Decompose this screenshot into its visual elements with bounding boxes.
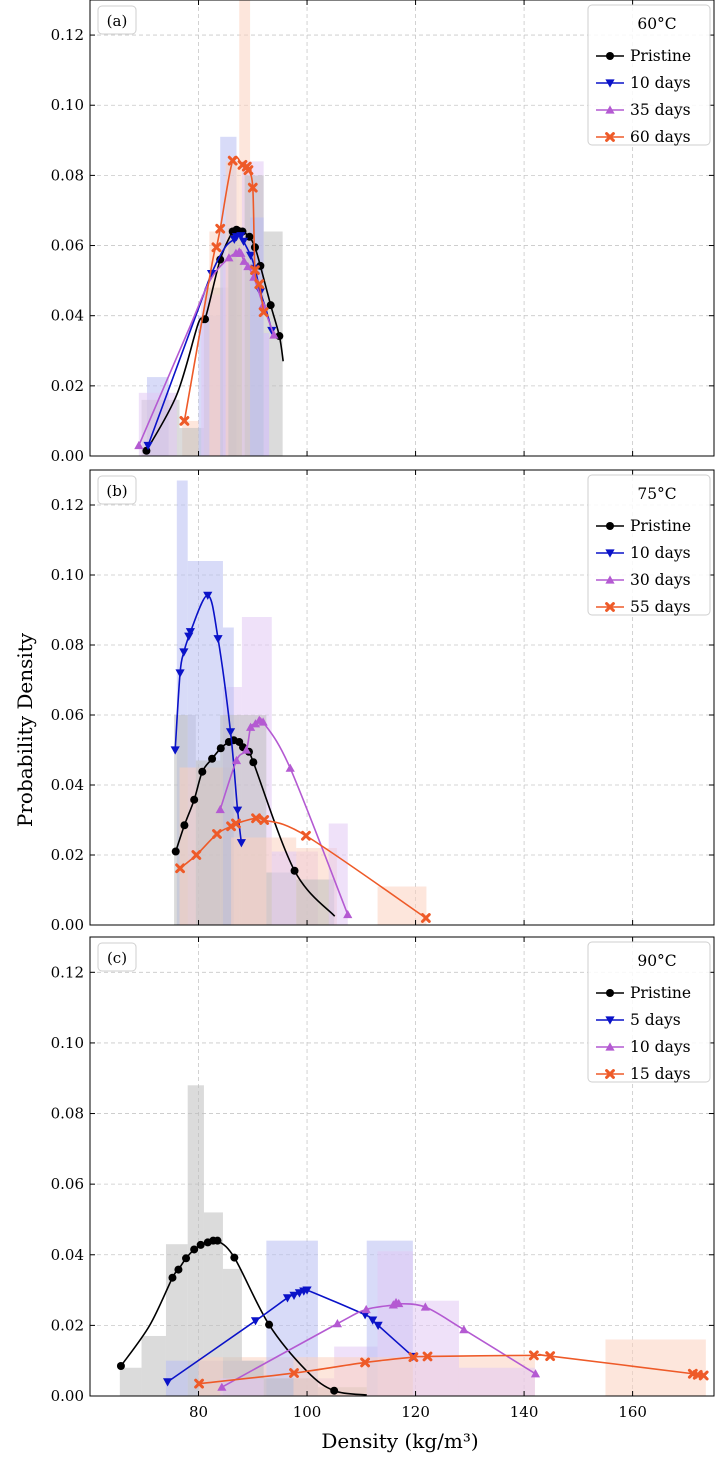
data-point (117, 1362, 125, 1370)
data-point (303, 832, 310, 839)
y-tick-label: 0.06 (51, 706, 84, 724)
legend-title: 90°C (637, 952, 676, 970)
legend-entry: 55 days (630, 598, 691, 616)
x-axis-title: Density (kg/m³) (321, 1429, 478, 1453)
data-point (172, 848, 180, 856)
x-tick-label: 80 (189, 1403, 208, 1421)
data-point (330, 1387, 338, 1395)
data-point (265, 1321, 273, 1329)
x-tick-label: 140 (510, 1403, 539, 1421)
y-tick-label: 0.02 (51, 377, 84, 395)
histogram-bar (120, 1368, 142, 1396)
y-tick-label: 0.10 (51, 566, 84, 584)
legend-title: 75°C (637, 485, 676, 503)
y-tick-label: 0.00 (51, 447, 84, 465)
y-tick-label: 0.12 (51, 963, 84, 981)
panel-3: 0.00 0.02 0.04 0.06 0.08 0.10 0.12 80 100 120 140 1… (51, 937, 714, 1421)
legend-entry: Pristine (630, 47, 691, 65)
y-tick-label: 0.12 (51, 26, 84, 44)
panel-label: (a) (98, 6, 136, 34)
histogram-bar (378, 887, 427, 926)
y-tick-label: 0.08 (51, 636, 84, 654)
histogram-bar (142, 1336, 166, 1396)
histogram-bar (459, 1368, 535, 1396)
data-point (230, 1254, 238, 1262)
data-point (217, 744, 225, 752)
legend-marker (606, 989, 614, 997)
y-tick-label: 0.10 (51, 1034, 84, 1052)
panel-label-text: (c) (107, 949, 127, 967)
data-point (249, 758, 257, 766)
data-point (333, 1319, 342, 1327)
data-point (208, 755, 216, 763)
y-tick-label: 0.08 (51, 1105, 84, 1123)
histogram-bar (296, 880, 334, 926)
panel-1: 0.00 0.02 0.04 0.06 0.08 0.10 0.12 (a) 60°C Prist… (51, 0, 714, 465)
histogram-bar (413, 1301, 459, 1396)
legend: 75°C Pristine 10 days 30 days 55 days (588, 475, 710, 616)
legend-entry: Pristine (630, 517, 691, 535)
legend: 60°C Pristine 10 days 35 days 60 days (588, 5, 710, 146)
y-tick-label: 0.00 (51, 916, 84, 934)
histogram-bar (605, 1340, 705, 1396)
data-point (459, 1325, 468, 1333)
y-tick-label: 0.06 (51, 1175, 84, 1193)
data-point (286, 764, 295, 772)
x-tick-label: 160 (618, 1403, 647, 1421)
y-tick-label: 0.08 (51, 166, 84, 184)
data-point (190, 1245, 198, 1253)
legend-entry: 15 days (630, 1065, 691, 1083)
y-tick-label: 0.12 (51, 496, 84, 514)
y-tick-label: 0.02 (51, 1316, 84, 1334)
histogram (174, 481, 426, 926)
data-point (214, 1237, 222, 1245)
y-tick-label: 0.04 (51, 1246, 84, 1264)
data-point (190, 796, 198, 804)
y-tick-label: 0.10 (51, 96, 84, 114)
data-point (251, 1317, 260, 1325)
legend-entry: 35 days (630, 101, 691, 119)
y-axis-title: Probability Density (13, 632, 37, 827)
legend-marker (606, 52, 614, 60)
y-tick-label: 0.06 (51, 237, 84, 255)
legend-entry: Pristine (630, 984, 691, 1002)
data-point (180, 821, 188, 829)
y-tick-label: 0.00 (51, 1387, 84, 1405)
y-tick-label: 0.04 (51, 307, 84, 325)
x-tick-label: 100 (293, 1403, 322, 1421)
legend-entry: 10 days (630, 544, 691, 562)
panel-2: 0.00 0.02 0.04 0.06 0.08 0.10 0.12 (b) 75°C Prist… (51, 470, 714, 934)
legend-entry: 10 days (630, 74, 691, 92)
data-point (198, 768, 206, 776)
data-point (291, 867, 299, 875)
panels: 0.00 0.02 0.04 0.06 0.08 0.10 0.12 (a) 60°C Prist… (51, 0, 714, 1421)
legend-marker (606, 522, 614, 530)
legend-entry: 5 days (630, 1011, 681, 1029)
legend-entry: 60 days (630, 128, 691, 146)
data-point (168, 1274, 176, 1282)
data-point (197, 1241, 205, 1249)
data-point (182, 1254, 190, 1262)
panel-label-text: (b) (106, 482, 127, 500)
legend: 90°C Pristine 5 days 10 days 15 days (588, 942, 710, 1083)
y-tick-label: 0.04 (51, 776, 84, 794)
x-tick-label: 120 (401, 1403, 430, 1421)
y-tick-label: 0.02 (51, 846, 84, 864)
histogram (139, 0, 283, 456)
histogram-bar (264, 333, 269, 456)
panel-label: (b) (98, 476, 136, 504)
legend-entry: 30 days (630, 571, 691, 589)
histogram-bar (188, 1085, 204, 1396)
legend-entry: 10 days (630, 1038, 691, 1056)
panel-label: (c) (98, 943, 136, 971)
legend-title: 60°C (637, 15, 676, 33)
data-point (174, 1266, 182, 1274)
panel-label-text: (a) (107, 12, 128, 30)
